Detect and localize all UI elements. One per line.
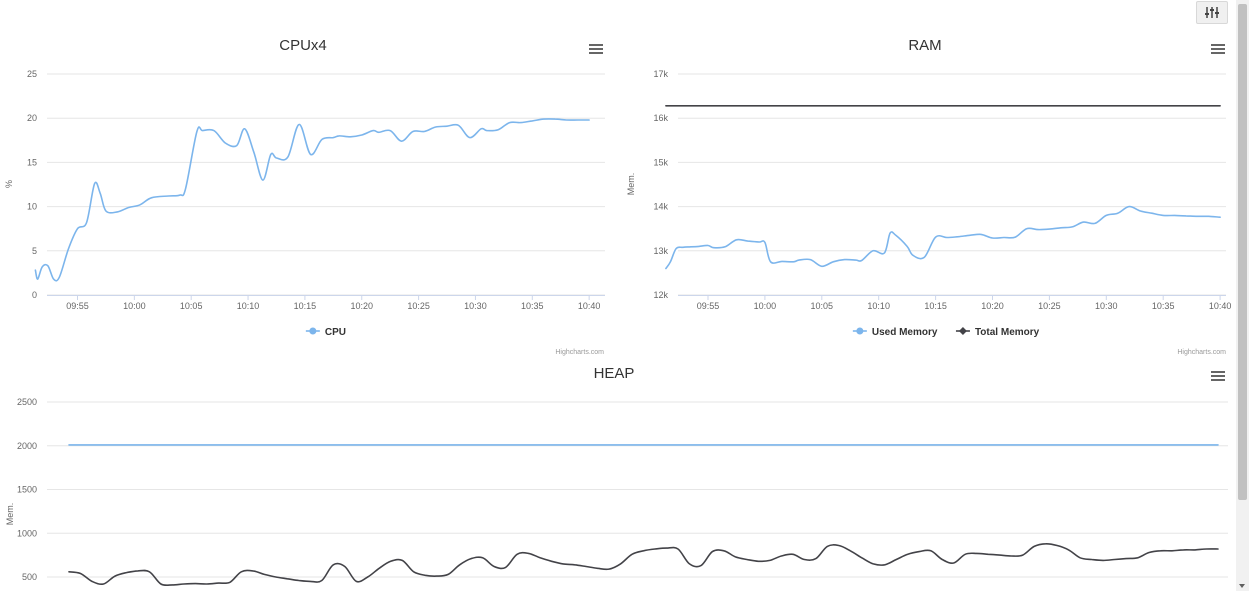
ram-legend-item[interactable]: Used Memory bbox=[852, 327, 938, 338]
ram-x-ticks: 09:55 10:00 10:05 10:10 10:15 10:20 10:25 10:30… bbox=[678, 295, 1231, 311]
ram-x-tick-label: 10:40 bbox=[1209, 301, 1232, 311]
cpu-grid bbox=[47, 73, 605, 296]
ram-x-tick-label: 10:30 bbox=[1095, 301, 1118, 311]
heap-chart-title: HEAP bbox=[594, 365, 635, 382]
cpu-x-tick-label: 10:20 bbox=[350, 301, 373, 311]
legend-dot-icon bbox=[856, 327, 864, 335]
cpu-x-tick-label: 10:25 bbox=[407, 301, 430, 311]
cpu-legend-item[interactable]: CPU bbox=[305, 327, 346, 338]
cpu-x-tick-label: 10:10 bbox=[237, 301, 260, 311]
scrollbar-thumb[interactable] bbox=[1238, 4, 1247, 500]
cpu-chart-title: CPUx4 bbox=[279, 37, 327, 54]
ram-x-tick-label: 10:25 bbox=[1038, 301, 1061, 311]
heap-chart: 500 1000 1500 2000 2500 HEAP Mem. bbox=[0, 358, 1236, 591]
ram-x-tick-label: 10:00 bbox=[754, 301, 777, 311]
heap-chart-svg: 500 1000 1500 2000 2500 HEAP Mem. bbox=[5, 365, 1228, 587]
ram-chart-svg: 12k 13k 14k 15k 16k 17k 09:55 10:00 10:05 10:10 1… bbox=[626, 37, 1231, 356]
ram-x-tick-label: 10:20 bbox=[981, 301, 1004, 311]
heap-y-ticks: 500 1000 1500 2000 2500 bbox=[17, 397, 37, 582]
heap-series bbox=[68, 444, 1219, 587]
cpu-y-tick-label: 5 bbox=[32, 246, 37, 256]
legend-dot-icon bbox=[309, 327, 317, 335]
ram-y-tick-label: 15k bbox=[653, 157, 668, 167]
cpu-y-ticks: 0 5 10 15 20 25 bbox=[27, 69, 37, 300]
ram-legend-label[interactable]: Total Memory bbox=[975, 327, 1040, 338]
heap-y-tick-label: 500 bbox=[22, 572, 37, 582]
ram-series-line-0[interactable] bbox=[665, 205, 1221, 270]
cpu-y-tick-label: 0 bbox=[32, 290, 37, 300]
cpu-x-tick-label: 10:30 bbox=[464, 301, 487, 311]
ram-x-tick-label: 10:15 bbox=[924, 301, 947, 311]
heap-y-axis-label: Mem. bbox=[5, 503, 15, 526]
cpu-x-tick-label: 09:55 bbox=[66, 301, 89, 311]
cpu-series-line-0[interactable] bbox=[34, 118, 590, 282]
heap-grid bbox=[47, 401, 1228, 578]
ram-y-axis-label: Mem. bbox=[626, 173, 636, 196]
ram-credits[interactable]: Highcharts.com bbox=[1177, 349, 1226, 356]
cpu-legend[interactable]: CPU bbox=[305, 327, 346, 338]
heap-y-tick-label: 2000 bbox=[17, 441, 37, 451]
sliders-icon bbox=[1205, 7, 1219, 18]
ram-y-tick-label: 13k bbox=[653, 246, 668, 256]
ram-legend[interactable]: Used Memory Total Memory bbox=[852, 327, 1040, 338]
ram-y-tick-label: 14k bbox=[653, 202, 668, 212]
heap-y-tick-label: 1000 bbox=[17, 528, 37, 538]
ram-x-tick-label: 10:05 bbox=[811, 301, 834, 311]
cpu-x-tick-label: 10:05 bbox=[180, 301, 203, 311]
ram-y-ticks: 12k 13k 14k 15k 16k 17k bbox=[653, 69, 668, 300]
cpu-credits[interactable]: Highcharts.com bbox=[555, 349, 604, 356]
ram-grid bbox=[678, 73, 1226, 296]
ram-chart: 12k 13k 14k 15k 16k 17k 09:55 10:00 10:05 10:10 1… bbox=[620, 28, 1236, 358]
ram-y-tick-label: 12k bbox=[653, 290, 668, 300]
ram-chart-menu-icon[interactable] bbox=[1211, 44, 1225, 54]
ram-x-tick-label: 10:35 bbox=[1152, 301, 1175, 311]
cpu-y-tick-label: 25 bbox=[27, 69, 37, 79]
heap-chart-menu-icon[interactable] bbox=[1211, 371, 1225, 381]
ram-legend-label[interactable]: Used Memory bbox=[872, 327, 938, 338]
ram-x-tick-label: 09:55 bbox=[697, 301, 720, 311]
cpu-y-tick-label: 20 bbox=[27, 113, 37, 123]
heap-y-tick-label: 2500 bbox=[17, 397, 37, 407]
heap-series-line-1[interactable] bbox=[68, 542, 1219, 587]
settings-sliders-button[interactable] bbox=[1196, 1, 1228, 24]
cpu-y-tick-label: 10 bbox=[27, 202, 37, 212]
cpu-x-tick-label: 10:00 bbox=[123, 301, 146, 311]
cpu-chart-menu-icon[interactable] bbox=[589, 44, 603, 54]
ram-legend-item[interactable]: Total Memory bbox=[955, 327, 1040, 338]
cpu-x-tick-label: 10:35 bbox=[521, 301, 544, 311]
ram-series bbox=[665, 105, 1221, 270]
cpu-legend-label[interactable]: CPU bbox=[325, 327, 346, 338]
heap-y-tick-label: 1500 bbox=[17, 485, 37, 495]
cpu-chart: 0 5 10 15 20 25 09:55 10:00 10:05 10:10 10:15 10:2… bbox=[0, 28, 620, 358]
ram-y-tick-label: 17k bbox=[653, 69, 668, 79]
cpu-x-ticks: 09:55 10:00 10:05 10:10 10:15 10:20 10:25 10:30… bbox=[47, 295, 605, 311]
ram-x-tick-label: 10:10 bbox=[867, 301, 890, 311]
vertical-scrollbar[interactable] bbox=[1236, 0, 1249, 591]
cpu-chart-svg: 0 5 10 15 20 25 09:55 10:00 10:05 10:10 10:15 10:2… bbox=[4, 37, 605, 356]
legend-diamond-icon bbox=[958, 327, 967, 335]
ram-y-tick-label: 16k bbox=[653, 113, 668, 123]
cpu-series bbox=[34, 118, 590, 282]
cpu-y-axis-label: % bbox=[4, 180, 14, 188]
ram-chart-title: RAM bbox=[908, 37, 941, 54]
scroll-down-arrow-icon[interactable] bbox=[1239, 584, 1245, 588]
cpu-y-tick-label: 15 bbox=[27, 157, 37, 167]
cpu-x-tick-label: 10:40 bbox=[578, 301, 601, 311]
cpu-x-tick-label: 10:15 bbox=[294, 301, 317, 311]
